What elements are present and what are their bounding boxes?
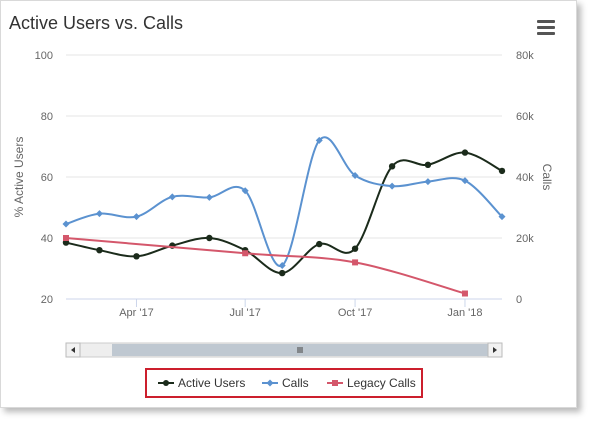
arrow-left-icon[interactable]	[65, 342, 81, 358]
left-tick-label: 40	[41, 233, 53, 245]
series-calls	[62, 136, 506, 269]
data-point[interactable]	[242, 250, 249, 257]
data-point[interactable]	[461, 177, 469, 185]
left-tick-label: 20	[41, 294, 53, 306]
legend-label-legacy-calls: Legacy Calls	[347, 376, 416, 390]
gridlines	[66, 54, 502, 300]
right-tick-label: 80k	[516, 50, 534, 62]
chart-title: Active Users vs. Calls	[9, 13, 184, 33]
data-point[interactable]	[351, 245, 359, 252]
legend-label-calls: Calls	[282, 376, 309, 390]
right-axis-ticks: 0 20k 40k 60k 80k	[516, 50, 534, 306]
legend: Active Users Calls Legacy Calls	[145, 368, 423, 398]
chart-panel: Active Users vs. Calls	[0, 0, 577, 408]
data-point[interactable]	[388, 182, 396, 190]
right-tick-label: 20k	[516, 233, 534, 245]
left-tick-label: 80	[41, 111, 53, 123]
data-point[interactable]	[461, 290, 468, 297]
data-point[interactable]	[96, 247, 103, 254]
series-legacy-calls	[63, 235, 468, 297]
series-line-legacy-calls	[65, 237, 466, 295]
series-layer	[62, 136, 506, 297]
series-active-users	[62, 149, 506, 277]
arrow-right-icon[interactable]	[487, 342, 503, 358]
data-point[interactable]	[351, 171, 359, 179]
data-point[interactable]	[388, 163, 396, 170]
legend-item-calls[interactable]: Calls	[262, 376, 309, 390]
x-tick-label: Apr '17	[119, 307, 154, 319]
right-axis-title: Calls	[540, 164, 554, 191]
right-tick-label: 40k	[516, 172, 534, 184]
data-point[interactable]	[498, 167, 506, 175]
data-point[interactable]	[278, 261, 286, 269]
data-point[interactable]	[241, 187, 249, 195]
x-tick-label: Oct '17	[338, 307, 373, 319]
legend-item-active-users[interactable]: Active Users	[158, 376, 245, 390]
data-point[interactable]	[316, 240, 323, 248]
left-axis-title: % Active Users	[12, 137, 26, 218]
series-line-calls	[65, 136, 503, 267]
legend-label-active-users: Active Users	[178, 376, 245, 390]
left-tick-label: 100	[35, 50, 53, 62]
data-point[interactable]	[132, 213, 140, 221]
data-point[interactable]	[133, 253, 140, 260]
legend-item-legacy-calls[interactable]: Legacy Calls	[327, 376, 416, 390]
data-point[interactable]	[279, 269, 286, 277]
x-axis-ticks: Apr '17 Jul '17 Oct '17 Jan '18	[66, 298, 502, 319]
data-point[interactable]	[168, 193, 176, 201]
data-point[interactable]	[424, 178, 432, 186]
right-tick-label: 0	[516, 294, 522, 306]
data-point[interactable]	[95, 210, 103, 218]
data-point[interactable]	[63, 235, 69, 241]
data-point[interactable]	[352, 259, 359, 266]
x-tick-label: Jul '17	[229, 307, 260, 319]
data-point[interactable]	[424, 161, 432, 168]
data-point[interactable]	[205, 193, 213, 201]
left-tick-label: 60	[41, 172, 53, 184]
data-point[interactable]	[206, 234, 213, 242]
data-point[interactable]	[62, 220, 70, 228]
grip-lines-icon	[297, 347, 303, 353]
data-point[interactable]	[498, 213, 506, 221]
data-point[interactable]	[315, 136, 323, 144]
data-point[interactable]	[461, 149, 469, 156]
hamburger-menu-icon[interactable]	[537, 20, 555, 36]
left-axis-ticks: 20 40 60 80 100	[35, 50, 53, 306]
right-tick-label: 60k	[516, 111, 534, 123]
navigator-scrollbar[interactable]	[65, 342, 503, 358]
x-tick-label: Jan '18	[447, 307, 482, 319]
